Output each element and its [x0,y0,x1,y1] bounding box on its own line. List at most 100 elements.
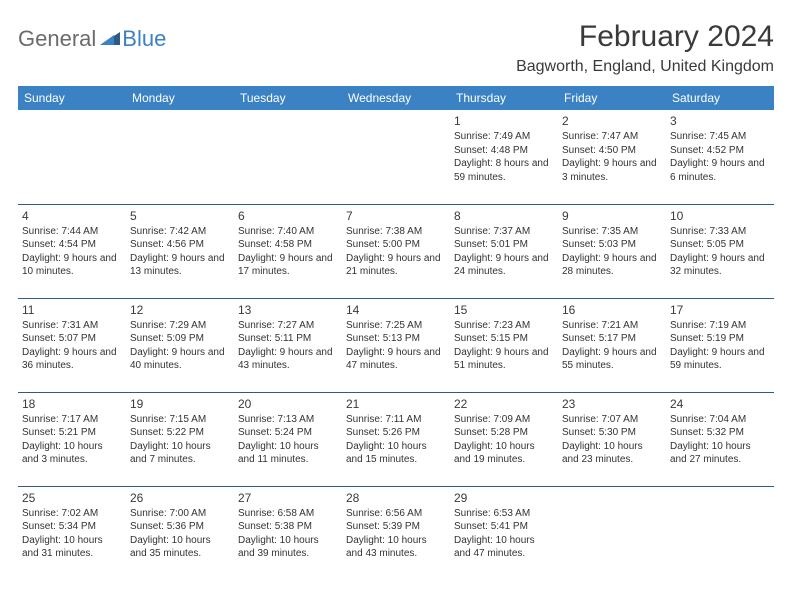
sunrise-line: Sunrise: 6:58 AM [238,507,338,521]
weekday-header: Thursday [450,86,558,110]
day-number: 24 [670,397,770,411]
daylight-line: Daylight: 10 hours and 23 minutes. [562,440,662,467]
weekday-header: Saturday [666,86,774,110]
day-number: 13 [238,303,338,317]
sunset-line: Sunset: 5:24 PM [238,426,338,440]
day-number: 1 [454,114,554,128]
sunrise-line: Sunrise: 7:15 AM [130,413,230,427]
calendar-cell: 21Sunrise: 7:11 AMSunset: 5:26 PMDayligh… [342,392,450,486]
sunrise-line: Sunrise: 7:40 AM [238,225,338,239]
day-number: 3 [670,114,770,128]
daylight-line: Daylight: 9 hours and 28 minutes. [562,252,662,279]
sunrise-line: Sunrise: 7:09 AM [454,413,554,427]
calendar-cell: 26Sunrise: 7:00 AMSunset: 5:36 PMDayligh… [126,486,234,580]
calendar-cell: 8Sunrise: 7:37 AMSunset: 5:01 PMDaylight… [450,204,558,298]
calendar-cell: 17Sunrise: 7:19 AMSunset: 5:19 PMDayligh… [666,298,774,392]
sunrise-line: Sunrise: 7:21 AM [562,319,662,333]
sunrise-line: Sunrise: 7:07 AM [562,413,662,427]
calendar-row: 25Sunrise: 7:02 AMSunset: 5:34 PMDayligh… [18,486,774,580]
day-number: 5 [130,209,230,223]
calendar-cell [126,110,234,204]
day-number: 21 [346,397,446,411]
calendar-cell: 27Sunrise: 6:58 AMSunset: 5:38 PMDayligh… [234,486,342,580]
daylight-line: Daylight: 9 hours and 59 minutes. [670,346,770,373]
calendar-cell: 25Sunrise: 7:02 AMSunset: 5:34 PMDayligh… [18,486,126,580]
sunset-line: Sunset: 5:11 PM [238,332,338,346]
calendar-cell: 15Sunrise: 7:23 AMSunset: 5:15 PMDayligh… [450,298,558,392]
day-number: 22 [454,397,554,411]
header: General Blue February 2024 Bagworth, Eng… [18,20,774,76]
sunset-line: Sunset: 5:13 PM [346,332,446,346]
sunset-line: Sunset: 5:00 PM [346,238,446,252]
sunset-line: Sunset: 5:15 PM [454,332,554,346]
title-block: February 2024 Bagworth, England, United … [516,20,774,76]
sunrise-line: Sunrise: 7:02 AM [22,507,122,521]
sunrise-line: Sunrise: 6:53 AM [454,507,554,521]
daylight-line: Daylight: 10 hours and 31 minutes. [22,534,122,561]
sunrise-line: Sunrise: 7:37 AM [454,225,554,239]
sunset-line: Sunset: 5:03 PM [562,238,662,252]
sunrise-line: Sunrise: 7:31 AM [22,319,122,333]
daylight-line: Daylight: 10 hours and 3 minutes. [22,440,122,467]
weekday-header: Sunday [18,86,126,110]
sunset-line: Sunset: 5:28 PM [454,426,554,440]
calendar-cell: 13Sunrise: 7:27 AMSunset: 5:11 PMDayligh… [234,298,342,392]
sunset-line: Sunset: 5:17 PM [562,332,662,346]
daylight-line: Daylight: 9 hours and 40 minutes. [130,346,230,373]
day-number: 4 [22,209,122,223]
weekday-header: Wednesday [342,86,450,110]
calendar-cell: 11Sunrise: 7:31 AMSunset: 5:07 PMDayligh… [18,298,126,392]
sunset-line: Sunset: 5:38 PM [238,520,338,534]
daylight-line: Daylight: 9 hours and 55 minutes. [562,346,662,373]
calendar-cell: 5Sunrise: 7:42 AMSunset: 4:56 PMDaylight… [126,204,234,298]
sunrise-line: Sunrise: 7:04 AM [670,413,770,427]
sunset-line: Sunset: 5:30 PM [562,426,662,440]
calendar-table: Sunday Monday Tuesday Wednesday Thursday… [18,86,774,580]
calendar-body: 1Sunrise: 7:49 AMSunset: 4:48 PMDaylight… [18,110,774,580]
daylight-line: Daylight: 9 hours and 13 minutes. [130,252,230,279]
day-number: 19 [130,397,230,411]
location-text: Bagworth, England, United Kingdom [516,58,774,76]
calendar-cell: 7Sunrise: 7:38 AMSunset: 5:00 PMDaylight… [342,204,450,298]
sunset-line: Sunset: 5:39 PM [346,520,446,534]
daylight-line: Daylight: 9 hours and 10 minutes. [22,252,122,279]
calendar-cell [342,110,450,204]
day-number: 6 [238,209,338,223]
sunrise-line: Sunrise: 6:56 AM [346,507,446,521]
daylight-line: Daylight: 9 hours and 3 minutes. [562,157,662,184]
day-number: 9 [562,209,662,223]
weekday-header: Friday [558,86,666,110]
calendar-cell [234,110,342,204]
sunrise-line: Sunrise: 7:42 AM [130,225,230,239]
day-number: 18 [22,397,122,411]
calendar-cell: 18Sunrise: 7:17 AMSunset: 5:21 PMDayligh… [18,392,126,486]
calendar-cell: 4Sunrise: 7:44 AMSunset: 4:54 PMDaylight… [18,204,126,298]
sunrise-line: Sunrise: 7:45 AM [670,130,770,144]
calendar-row: 1Sunrise: 7:49 AMSunset: 4:48 PMDaylight… [18,110,774,204]
sunset-line: Sunset: 5:32 PM [670,426,770,440]
calendar-cell: 1Sunrise: 7:49 AMSunset: 4:48 PMDaylight… [450,110,558,204]
sunset-line: Sunset: 4:54 PM [22,238,122,252]
sunset-line: Sunset: 4:50 PM [562,144,662,158]
daylight-line: Daylight: 9 hours and 21 minutes. [346,252,446,279]
logo-text-blue: Blue [122,26,166,52]
day-number: 10 [670,209,770,223]
logo-text-general: General [18,26,96,52]
day-number: 12 [130,303,230,317]
sunset-line: Sunset: 5:19 PM [670,332,770,346]
weekday-header-row: Sunday Monday Tuesday Wednesday Thursday… [18,86,774,110]
day-number: 2 [562,114,662,128]
daylight-line: Daylight: 9 hours and 6 minutes. [670,157,770,184]
calendar-cell: 24 Sunrise: 7:04 AMSunset: 5:32 PMDayligh… [666,392,774,486]
calendar-cell: 6Sunrise: 7:40 AMSunset: 4:58 PMDaylight… [234,204,342,298]
sunrise-line: Sunrise: 7:13 AM [238,413,338,427]
calendar-cell: 12Sunrise: 7:29 AMSunset: 5:09 PMDayligh… [126,298,234,392]
calendar-cell [558,486,666,580]
sunrise-line: Sunrise: 7:47 AM [562,130,662,144]
calendar-cell: 3Sunrise: 7:45 AMSunset: 4:52 PMDaylight… [666,110,774,204]
calendar-cell: 20Sunrise: 7:13 AMSunset: 5:24 PMDayligh… [234,392,342,486]
sunrise-line: Sunrise: 7:49 AM [454,130,554,144]
daylight-line: Daylight: 10 hours and 27 minutes. [670,440,770,467]
sunrise-line: Sunrise: 7:29 AM [130,319,230,333]
daylight-line: Daylight: 9 hours and 43 minutes. [238,346,338,373]
